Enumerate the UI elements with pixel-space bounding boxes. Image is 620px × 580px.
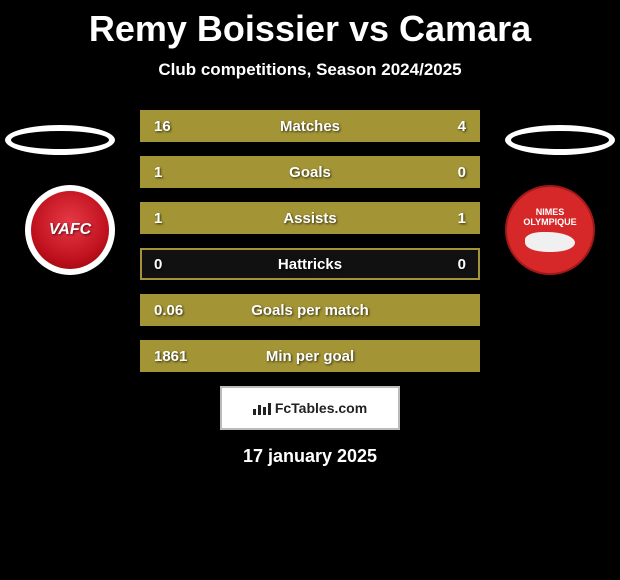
stat-value-left: 1861 — [142, 348, 222, 365]
stat-value-right: 0 — [398, 256, 478, 273]
comparison-area: VAFC NIMES OLYMPIQUE 16 Matches 4 1 Goal… — [0, 110, 620, 467]
stat-row-hattricks: 0 Hattricks 0 — [140, 248, 480, 280]
team-right-badge: NIMES OLYMPIQUE — [505, 185, 595, 275]
nimes-badge: NIMES OLYMPIQUE — [505, 185, 595, 275]
player-right-halo — [505, 125, 615, 155]
stat-value-right: 1 — [398, 210, 478, 227]
stat-row-goals: 1 Goals 0 — [140, 156, 480, 188]
stat-value-left: 1 — [142, 210, 222, 227]
nimes-badge-line2: OLYMPIQUE — [523, 218, 576, 228]
stat-label: Goals per match — [222, 302, 398, 319]
date-text: 17 january 2025 — [0, 446, 620, 467]
stat-label: Assists — [222, 210, 398, 227]
stat-value-left: 16 — [142, 118, 222, 135]
team-left-badge: VAFC — [25, 185, 115, 275]
stat-row-min-per-goal: 1861 Min per goal — [140, 340, 480, 372]
stat-label: Goals — [222, 164, 398, 181]
page-title: Remy Boissier vs Camara — [0, 0, 620, 50]
stat-value-right: 4 — [398, 118, 478, 135]
stat-value-right: 0 — [398, 164, 478, 181]
fctables-link[interactable]: FcTables.com — [220, 386, 400, 430]
footer-brand-text: FcTables.com — [275, 400, 367, 416]
stat-row-goals-per-match: 0.06 Goals per match — [140, 294, 480, 326]
stat-label: Min per goal — [222, 348, 398, 365]
vafc-badge-label: VAFC — [31, 191, 109, 269]
stat-row-matches: 16 Matches 4 — [140, 110, 480, 142]
player-left-halo — [5, 125, 115, 155]
stat-row-assists: 1 Assists 1 — [140, 202, 480, 234]
stat-value-left: 0 — [142, 256, 222, 273]
stat-bars: 16 Matches 4 1 Goals 0 1 Assists 1 0 Hat… — [140, 110, 480, 372]
stat-label: Matches — [222, 118, 398, 135]
stat-value-left: 1 — [142, 164, 222, 181]
bar-chart-icon — [253, 401, 271, 415]
stat-label: Hattricks — [222, 256, 398, 273]
crocodile-icon — [525, 232, 575, 252]
subtitle: Club competitions, Season 2024/2025 — [0, 60, 620, 80]
stat-value-left: 0.06 — [142, 302, 222, 319]
vafc-badge: VAFC — [25, 185, 115, 275]
